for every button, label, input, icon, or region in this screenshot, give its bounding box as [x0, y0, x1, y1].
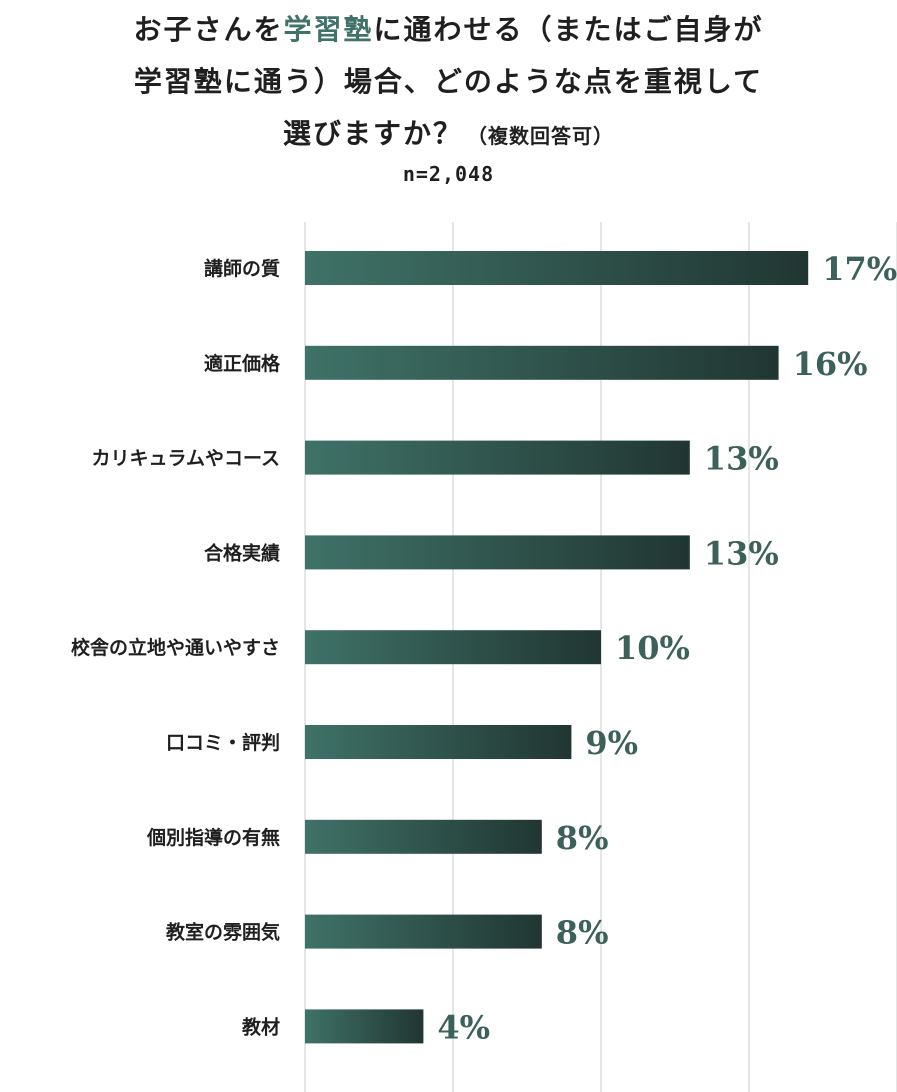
bar-7	[305, 914, 542, 949]
title-line-1-before: お子さんを	[133, 13, 284, 46]
title-line-1: お子さんを学習塾に通わせる（またはご自身が	[0, 4, 897, 56]
title-highlight: 学習塾	[283, 13, 374, 46]
bar-4	[305, 630, 601, 665]
bars	[305, 251, 809, 1044]
bar-1	[305, 345, 779, 380]
bar-0	[305, 251, 809, 285]
value-label-3: 13%	[704, 534, 779, 572]
category-label-7: 教室の雰囲気	[166, 921, 280, 944]
category-label-8: 教材	[242, 1015, 280, 1038]
title-line-3-main: 選びますか？	[282, 117, 463, 150]
category-label-6: 個別指導の有無	[146, 826, 280, 849]
value-label-8: 4%	[437, 1008, 490, 1046]
category-labels: 講師の質適正価格カリキュラムやコース合格実績校舎の立地や通いやすさ口コミ・評判個…	[71, 257, 281, 1038]
bar-3	[305, 535, 690, 570]
title-line-2: 学習塾に通う）場合、どのような点を重視して	[133, 65, 764, 98]
category-label-5: 口コミ・評判	[166, 731, 280, 754]
bar-6	[305, 819, 542, 854]
category-label-4: 校舎の立地や通いやすさ	[71, 636, 280, 659]
title-note: （複数回答可）	[467, 124, 614, 148]
title-line-3: 選びますか？ （複数回答可）	[0, 108, 897, 162]
value-label-7: 8%	[556, 914, 609, 952]
value-labels: 17% 16% 13% 13% 10% 9% 8% 8% 4%	[437, 250, 897, 1046]
value-label-0: 17%	[822, 250, 897, 288]
sample-size: n=2,048	[402, 162, 495, 186]
chart-title: お子さんを学習塾に通わせる（またはご自身が 学習塾に通う）場合、どのような点を重…	[0, 4, 897, 162]
category-label-3: 合格実績	[204, 541, 280, 564]
category-label-0: 講師の質	[204, 257, 280, 280]
bar-5	[305, 725, 572, 759]
value-label-4: 10%	[615, 629, 690, 667]
value-label-6: 8%	[556, 819, 609, 857]
bar-2	[305, 440, 690, 475]
category-label-1: 適正価格	[204, 352, 281, 375]
bar-8	[305, 1009, 424, 1044]
category-label-2: カリキュラムやコース	[92, 448, 280, 470]
value-label-5: 9%	[585, 724, 638, 762]
title-line-1-after: に通わせる（またはご自身が	[373, 13, 764, 46]
value-label-1: 16%	[793, 345, 868, 383]
value-label-2: 13%	[704, 440, 779, 478]
